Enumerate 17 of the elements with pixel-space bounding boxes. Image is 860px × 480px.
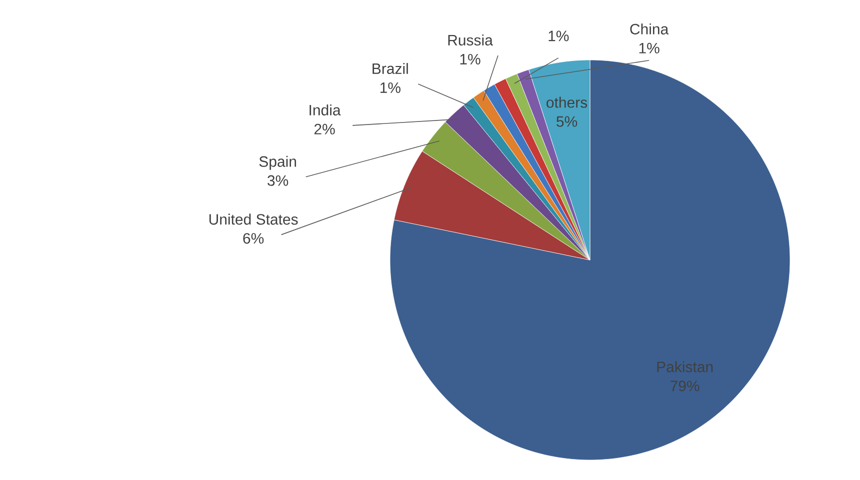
data-label: 2% [314, 124, 335, 134]
data-label: 6% [243, 233, 264, 244]
slice-label: China [630, 23, 669, 34]
slice-label: Spain [259, 156, 296, 170]
data-label: 1% [639, 42, 660, 54]
slice-label: others [546, 96, 588, 108]
data-label: 1% [460, 54, 480, 64]
data-label: 1% [548, 30, 569, 42]
slice-label: Russia [448, 34, 493, 46]
slice-label: Brazil [372, 62, 408, 74]
data-label: 1% [380, 82, 400, 93]
slice-label: Pakistan [657, 361, 713, 372]
data-label: 79% [670, 380, 700, 392]
data-label: 5% [556, 116, 578, 127]
slice-label: United States [209, 214, 298, 225]
slice-label: India [310, 104, 341, 116]
data-label: 3% [268, 175, 288, 186]
